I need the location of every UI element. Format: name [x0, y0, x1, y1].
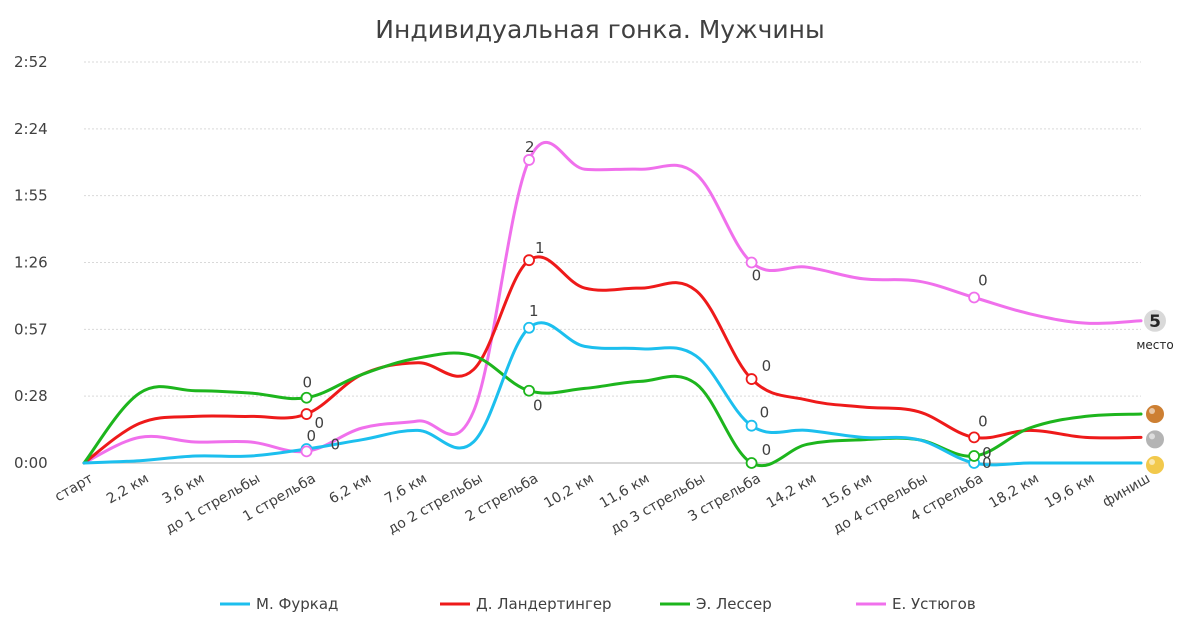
place-number: 5 [1149, 312, 1161, 332]
shooting-marker [745, 419, 758, 432]
silver-medal-icon [1144, 428, 1166, 451]
shooting-marker [745, 256, 758, 269]
series-lines [82, 141, 1143, 468]
y-tick-label: 0:00 [14, 454, 48, 472]
y-tick-label: 0:57 [14, 320, 48, 338]
miss-count-label: 0 [307, 427, 317, 445]
series-line [82, 321, 1143, 467]
miss-count-label: 0 [760, 404, 770, 422]
x-tick-label: 18,2 км [986, 471, 1041, 512]
y-tick-label: 1:26 [14, 254, 48, 272]
legend-label: М. Фуркад [256, 595, 338, 613]
medal-shine [1149, 408, 1155, 415]
miss-count-label: 0 [331, 435, 341, 453]
miss-count-label: 0 [752, 267, 762, 285]
x-tick-label: 6,2 км [327, 471, 375, 508]
chart-title: Индивидуальная гонка. Мужчины [375, 15, 824, 44]
shooting-marker [300, 445, 313, 458]
y-tick-label: 2:24 [14, 120, 48, 138]
miss-count-label: 2 [525, 138, 535, 156]
x-tick-label: 2,2 км [104, 471, 152, 508]
miss-count-label: 0 [315, 414, 325, 432]
x-tick-label: до 2 стрельбы [385, 471, 485, 538]
y-tick-label: 1:55 [14, 187, 48, 205]
x-tick-label: 19,6 км [1042, 471, 1097, 512]
place-caption: место [1136, 338, 1173, 352]
finish-places: 5 место [1136, 309, 1174, 476]
x-tick-label: финиш [1100, 471, 1153, 511]
x-tick-label: 10,2 км [541, 471, 596, 512]
series-line [82, 141, 1143, 465]
shooting-marker [745, 373, 758, 385]
miss-count-label: 1 [535, 239, 545, 257]
miss-count-label: 0 [533, 397, 543, 415]
miss-count-label: 1 [529, 302, 539, 320]
miss-count-label: 0 [978, 412, 988, 430]
miss-count-label: 0 [762, 357, 772, 375]
miss-count-label: 0 [303, 374, 313, 392]
grid [84, 61, 1141, 464]
x-tick-label: до 1 стрельбы [163, 471, 263, 538]
shooting-marker [745, 457, 758, 469]
shooting-marker [968, 450, 981, 462]
miss-count-label: 0 [978, 271, 988, 289]
x-tick-label: старт [52, 471, 96, 506]
bronze-medal-icon [1144, 403, 1166, 426]
shooting-marker [968, 431, 981, 444]
legend: М. Фуркад Д. Ландертингер Э. Лессер Е. Устю… [220, 595, 976, 613]
miss-count-label: 0 [762, 441, 772, 459]
legend-label: Е. Устюгов [892, 595, 976, 613]
place-badge [1144, 309, 1166, 332]
shooting-marker [523, 154, 535, 166]
shooting-marker [523, 254, 535, 267]
y-tick-label: 2:52 [14, 53, 48, 71]
medal-shine [1149, 433, 1155, 440]
medal-shine [1149, 459, 1155, 465]
series-line [82, 255, 1143, 465]
x-tick-label: до 4 стрельбы [830, 471, 930, 538]
shooting-marker [523, 384, 535, 397]
shooting-marker [300, 391, 313, 404]
legend-label: Д. Ландертингер [476, 595, 612, 613]
y-axis-ticks: 0:00 0:28 0:57 1:26 1:55 2:24 2:52 [14, 53, 48, 472]
shooting-marker [968, 291, 981, 304]
miss-count-label: 0 [982, 444, 992, 462]
shooting-marker [523, 321, 535, 334]
legend-label: Э. Лессер [696, 595, 772, 613]
series-line [82, 351, 1143, 468]
y-tick-label: 0:28 [14, 387, 48, 405]
gold-medal-icon [1144, 454, 1166, 476]
x-tick-label: до 3 стрельбы [608, 471, 708, 538]
x-tick-label: 14,2 км [764, 471, 819, 512]
miss-count-label: 0 [982, 454, 992, 472]
shooting-marker [300, 408, 313, 420]
